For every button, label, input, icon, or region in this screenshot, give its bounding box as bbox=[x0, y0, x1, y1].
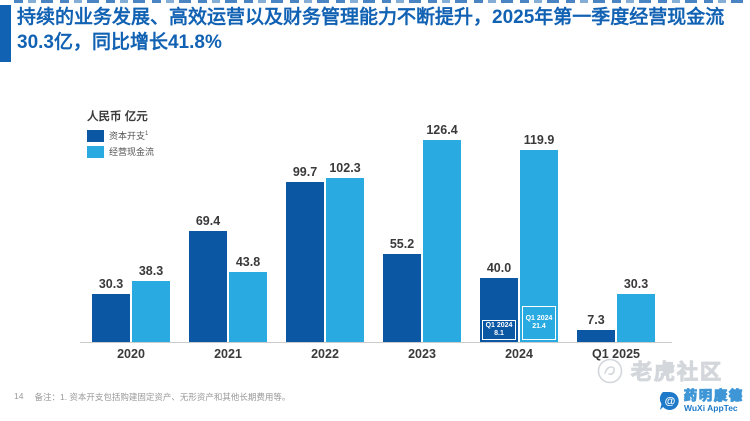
bar-Q1 2025-cashflow bbox=[617, 294, 655, 342]
wuxi-apptec-logo: @ 药明康德 WuXi AppTec bbox=[659, 388, 744, 413]
tiger-icon bbox=[597, 358, 623, 384]
legend-label-cashflow: 经营现金流 bbox=[109, 145, 154, 158]
legend-label-capex: 资本开支1 bbox=[109, 129, 148, 142]
bar-Q1 2025-capex bbox=[577, 330, 615, 342]
bar-2021-capex bbox=[189, 231, 227, 342]
page-number: 14 bbox=[14, 391, 24, 401]
legend-swatch-capex bbox=[87, 129, 104, 142]
annotation-box-capex: Q1 2024 8.1 bbox=[482, 320, 516, 340]
footnote: 备注：1. 资本开支包括购建固定资产、无形资产和其他长期费用等。 bbox=[34, 392, 291, 402]
x-axis-line bbox=[80, 342, 672, 343]
x-axis-label: 2024 bbox=[505, 347, 533, 361]
page-title: 持续的业务发展、高效运营以及财务管理能力不断提升，2025年第一季度经营现金流3… bbox=[17, 7, 725, 54]
bar-value-label: 99.7 bbox=[292, 165, 318, 179]
bar-value-label: 7.3 bbox=[587, 313, 605, 327]
legend-label-capex-text: 资本开支 bbox=[109, 131, 146, 141]
plot-area: 30.3 38.3 69.4 43.8 99.7 102.3 55.2 126.4 40.0 11… bbox=[80, 104, 684, 342]
legend-item-cashflow: 经营现金流 bbox=[87, 145, 154, 158]
title-accent-bar bbox=[0, 5, 11, 62]
x-axis-label: 2020 bbox=[117, 347, 145, 361]
chart-legend: 资本开支1 经营现金流 bbox=[87, 129, 154, 161]
bar-value-label: 43.8 bbox=[235, 255, 261, 269]
bar-2022-cashflow bbox=[326, 178, 364, 342]
x-axis-label: Q1 2025 bbox=[592, 347, 640, 361]
bar-2021-cashflow bbox=[229, 272, 267, 342]
wuxi-apptec-logo-icon: @ bbox=[659, 391, 679, 410]
bar-value-label: 30.3 bbox=[623, 277, 649, 291]
x-axis-label: 2022 bbox=[311, 347, 339, 361]
bar-2020-capex bbox=[92, 294, 130, 342]
tiger-community-watermark: 老虎社区 bbox=[597, 356, 723, 386]
x-axis-label: 2021 bbox=[214, 347, 242, 361]
bar-value-label: 55.2 bbox=[389, 237, 415, 251]
logo-english-name: WuXi AppTec bbox=[683, 403, 738, 413]
bar-2024-capex bbox=[480, 278, 518, 342]
watermark-text: 老虎社区 bbox=[631, 361, 723, 385]
bar-2023-capex bbox=[383, 254, 421, 342]
logo-chinese-name: 药明康德 bbox=[683, 388, 744, 403]
legend-swatch-cashflow bbox=[87, 145, 104, 158]
y-axis-unit-label: 人民币 亿元 bbox=[87, 111, 148, 123]
bar-value-label: 40.0 bbox=[486, 261, 512, 275]
bar-2024-cashflow bbox=[520, 150, 558, 342]
legend-label-cashflow-text: 经营现金流 bbox=[109, 147, 155, 157]
bar-2023-cashflow bbox=[423, 140, 461, 342]
bar-value-label: 126.4 bbox=[426, 123, 458, 137]
top-dashed-strip bbox=[14, 0, 750, 3]
bar-2020-cashflow bbox=[132, 281, 170, 342]
footer: 14 备注：1. 资本开支包括购建固定资产、无形资产和其他长期费用等。 bbox=[14, 391, 290, 403]
bar-value-label: 30.3 bbox=[98, 277, 124, 291]
bar-value-label: 119.9 bbox=[523, 133, 555, 147]
annotation-box-cashflow: Q1 2024 21.4 bbox=[522, 306, 556, 340]
bar-2022-capex bbox=[286, 182, 324, 342]
legend-capex-footnote-sup: 1 bbox=[145, 131, 149, 137]
legend-item-capex: 资本开支1 bbox=[87, 129, 154, 142]
bar-value-label: 102.3 bbox=[329, 161, 361, 175]
svg-text:@: @ bbox=[665, 396, 676, 408]
bar-value-label: 69.4 bbox=[195, 214, 221, 228]
x-axis-label: 2023 bbox=[408, 347, 436, 361]
bar-value-label: 38.3 bbox=[138, 264, 164, 278]
